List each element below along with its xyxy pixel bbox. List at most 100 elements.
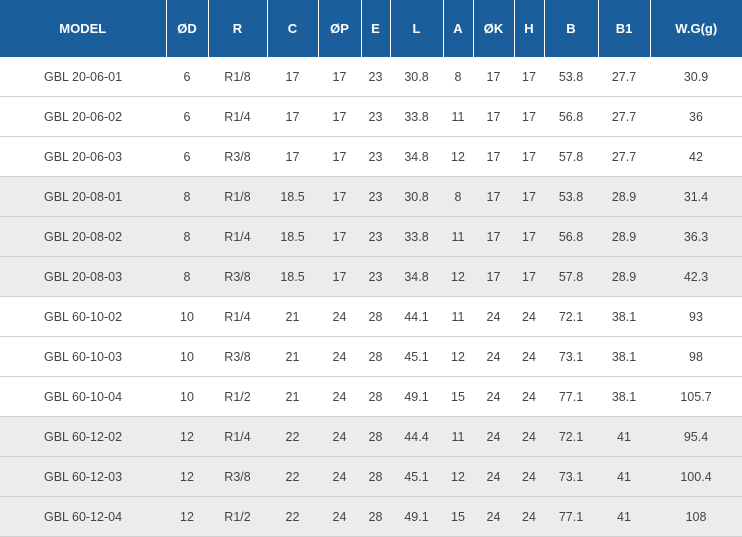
cell-h: 17 <box>514 256 544 297</box>
cell-op: 17 <box>318 216 361 257</box>
header-c: C <box>267 0 319 57</box>
cell-od: 8 <box>166 176 208 217</box>
cell-ok: 24 <box>473 376 514 417</box>
cell-a: 12 <box>443 456 473 497</box>
table-body: GBL 20-06-01 6 R1/8 17 17 23 30.8 8 17 17 53.8 27.7… <box>0 57 742 537</box>
cell-l: 33.8 <box>390 216 443 257</box>
cell-b1: 28.9 <box>598 216 650 257</box>
cell-a: 15 <box>443 496 473 537</box>
cell-e: 28 <box>361 296 390 337</box>
header-e: E <box>361 0 391 57</box>
cell-h: 24 <box>514 376 544 417</box>
cell-model: GBL 20-08-03 <box>0 256 166 297</box>
cell-op: 24 <box>318 376 361 417</box>
cell-e: 23 <box>361 96 390 137</box>
cell-h: 17 <box>514 176 544 217</box>
cell-a: 11 <box>443 216 473 257</box>
cell-b1: 41 <box>598 416 650 457</box>
cell-r: R1/2 <box>208 376 267 417</box>
table-row: GBL 20-06-02 6 R1/4 17 17 23 33.8 11 17 17 56.8 27.… <box>0 96 742 137</box>
cell-r: R1/4 <box>208 416 267 457</box>
cell-weight: 100.4 <box>650 456 742 497</box>
cell-c: 17 <box>267 57 318 97</box>
cell-r: R3/8 <box>208 456 267 497</box>
cell-b1: 27.7 <box>598 136 650 177</box>
header-weight: W.G(g) <box>650 0 742 57</box>
cell-a: 12 <box>443 256 473 297</box>
header-od: ØD <box>166 0 209 57</box>
header-h: H <box>514 0 545 57</box>
cell-r: R1/4 <box>208 216 267 257</box>
cell-op: 24 <box>318 296 361 337</box>
cell-b1: 27.7 <box>598 57 650 97</box>
cell-weight: 42.3 <box>650 256 742 297</box>
cell-model: GBL 60-10-02 <box>0 296 166 337</box>
cell-model: GBL 20-08-02 <box>0 216 166 257</box>
cell-op: 24 <box>318 416 361 457</box>
cell-c: 21 <box>267 376 318 417</box>
cell-b1: 28.9 <box>598 176 650 217</box>
cell-ok: 24 <box>473 336 514 377</box>
cell-c: 22 <box>267 416 318 457</box>
cell-a: 8 <box>443 57 473 97</box>
cell-op: 24 <box>318 496 361 537</box>
table-row: GBL 60-10-03 10 R3/8 21 24 28 45.1 12 24 24 73.1 38… <box>0 336 742 377</box>
header-op: ØP <box>318 0 362 57</box>
cell-l: 49.1 <box>390 376 443 417</box>
cell-r: R3/8 <box>208 336 267 377</box>
cell-e: 23 <box>361 176 390 217</box>
cell-model: GBL 60-12-03 <box>0 456 166 497</box>
header-r: R <box>208 0 268 57</box>
cell-model: GBL 20-06-02 <box>0 96 166 137</box>
cell-r: R1/8 <box>208 57 267 97</box>
cell-h: 24 <box>514 496 544 537</box>
cell-weight: 42 <box>650 136 742 177</box>
cell-l: 44.4 <box>390 416 443 457</box>
table-row: GBL 60-12-04 12 R1/2 22 24 28 49.1 15 24 24 77.1 41… <box>0 496 742 537</box>
cell-c: 22 <box>267 456 318 497</box>
cell-ok: 17 <box>473 136 514 177</box>
cell-e: 23 <box>361 256 390 297</box>
cell-h: 24 <box>514 416 544 457</box>
cell-od: 10 <box>166 376 208 417</box>
cell-e: 28 <box>361 416 390 457</box>
cell-op: 17 <box>318 176 361 217</box>
cell-h: 24 <box>514 296 544 337</box>
cell-h: 17 <box>514 57 544 97</box>
cell-c: 21 <box>267 336 318 377</box>
cell-op: 17 <box>318 136 361 177</box>
cell-h: 17 <box>514 216 544 257</box>
header-b1: B1 <box>598 0 651 57</box>
table-row: GBL 60-10-04 10 R1/2 21 24 28 49.1 15 24 24 77.1 38… <box>0 376 742 417</box>
cell-ok: 17 <box>473 256 514 297</box>
cell-e: 28 <box>361 336 390 377</box>
cell-weight: 108 <box>650 496 742 537</box>
cell-weight: 93 <box>650 296 742 337</box>
table-row: GBL 60-12-02 12 R1/4 22 24 28 44.4 11 24 24 72.1 41… <box>0 416 742 457</box>
header-l: L <box>390 0 444 57</box>
cell-b: 56.8 <box>544 96 598 137</box>
cell-od: 10 <box>166 336 208 377</box>
cell-b: 77.1 <box>544 376 598 417</box>
cell-e: 28 <box>361 376 390 417</box>
cell-model: GBL 20-06-03 <box>0 136 166 177</box>
cell-od: 8 <box>166 256 208 297</box>
cell-c: 18.5 <box>267 176 318 217</box>
cell-l: 33.8 <box>390 96 443 137</box>
header-a: A <box>443 0 474 57</box>
cell-model: GBL 20-08-01 <box>0 176 166 217</box>
cell-e: 23 <box>361 136 390 177</box>
table-row: GBL 60-10-02 10 R1/4 21 24 28 44.1 11 24 24 72.1 38… <box>0 296 742 337</box>
cell-l: 45.1 <box>390 336 443 377</box>
cell-ok: 24 <box>473 496 514 537</box>
cell-od: 12 <box>166 496 208 537</box>
cell-op: 24 <box>318 336 361 377</box>
cell-r: R3/8 <box>208 256 267 297</box>
cell-weight: 36.3 <box>650 216 742 257</box>
cell-od: 10 <box>166 296 208 337</box>
table-row: GBL 20-08-01 8 R1/8 18.5 17 23 30.8 8 17 17 53.8 28… <box>0 176 742 217</box>
cell-op: 24 <box>318 456 361 497</box>
cell-c: 18.5 <box>267 216 318 257</box>
cell-b1: 41 <box>598 456 650 497</box>
cell-e: 23 <box>361 216 390 257</box>
